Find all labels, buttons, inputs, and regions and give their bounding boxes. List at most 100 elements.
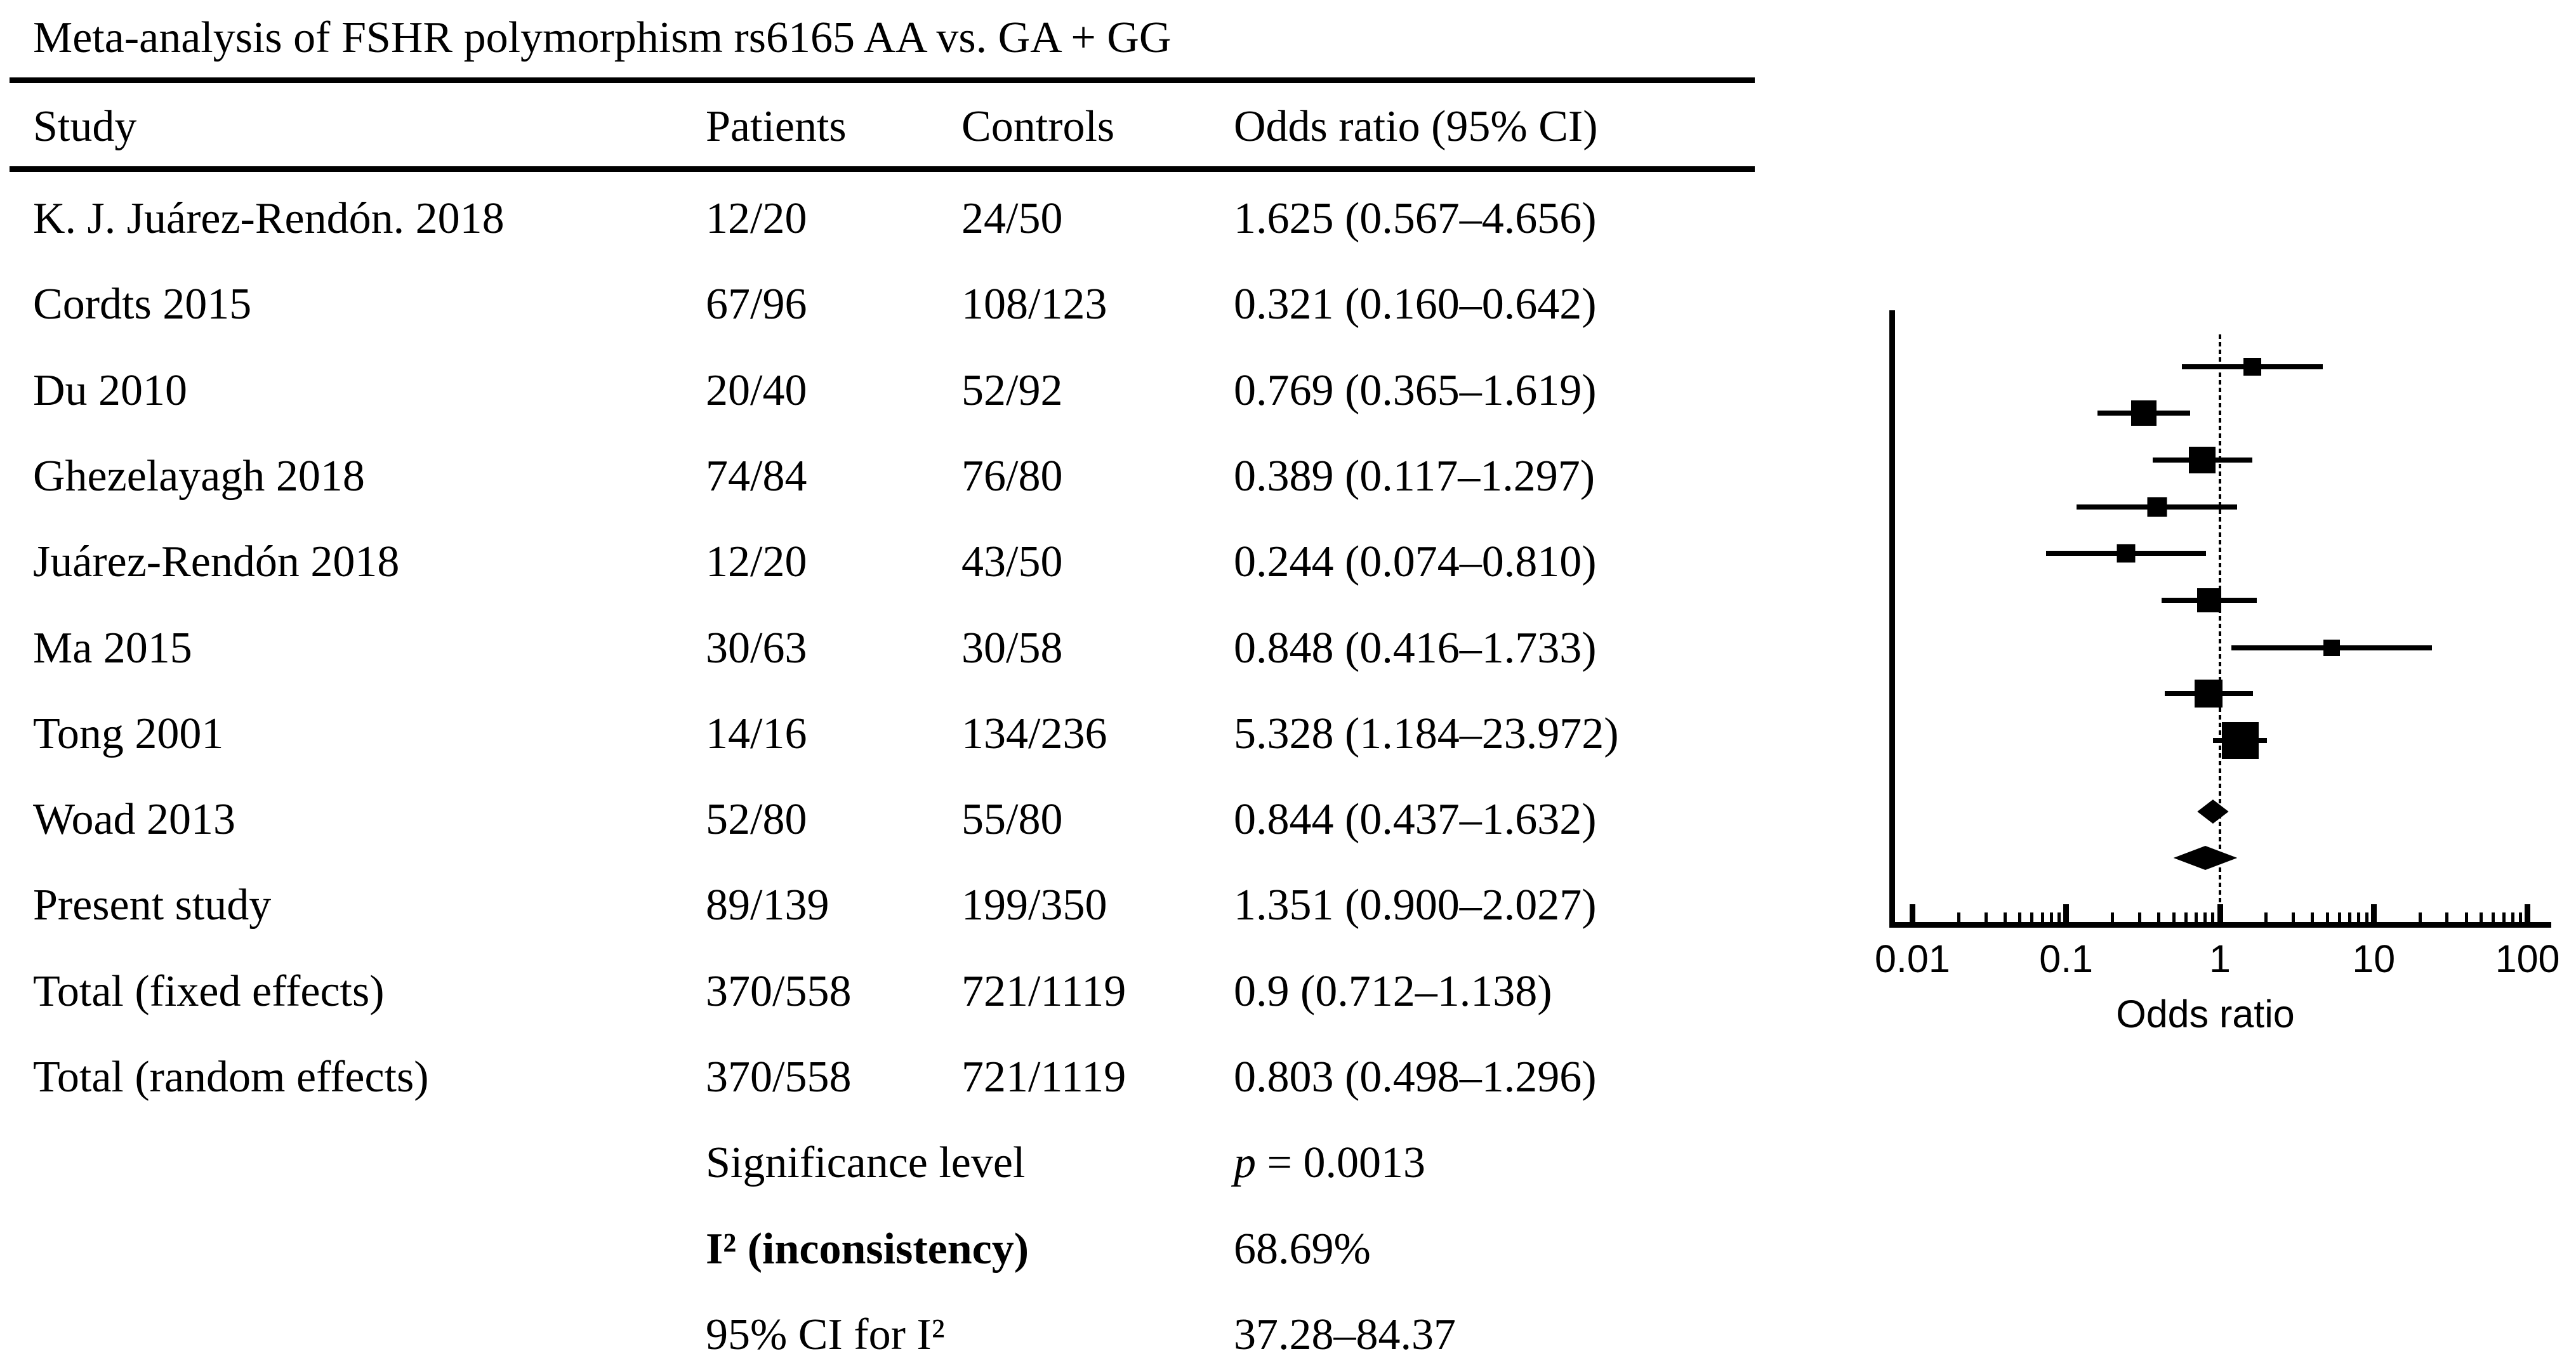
column-header-study: Study: [33, 102, 137, 151]
x-minor-tick: [2357, 912, 2361, 922]
row-patients: 370/558: [706, 1053, 852, 1102]
row-odds-ratio-ci: 0.9 (0.712–1.138): [1234, 967, 1552, 1016]
x-minor-tick: [2338, 912, 2342, 922]
row-study-name: Woad 2013: [33, 795, 236, 844]
x-minor-tick: [2111, 912, 2115, 922]
row-odds-ratio-ci: 0.769 (0.365–1.619): [1234, 366, 1597, 415]
x-minor-tick: [2348, 912, 2352, 922]
stat-value: p = 0.0013: [1234, 1141, 1425, 1185]
x-minor-tick: [2040, 912, 2044, 922]
odds-ratio-square: [2195, 680, 2223, 708]
row-controls: 55/80: [961, 795, 1063, 844]
x-major-tick: [2217, 904, 2223, 922]
row-patients: 370/558: [706, 967, 852, 1016]
x-axis-line: [1889, 922, 2551, 928]
x-minor-tick: [2172, 912, 2176, 922]
x-major-tick: [2370, 904, 2377, 922]
stat-label: 95% CI for I²: [706, 1310, 945, 1359]
row-odds-ratio-ci: 1.351 (0.900–2.027): [1234, 881, 1597, 930]
x-major-tick: [2063, 904, 2070, 922]
x-tick-label: 0.1: [2039, 937, 2094, 980]
stat-value-italic-p: p: [1234, 1138, 1256, 1187]
row-odds-ratio-ci: 1.625 (0.567–4.656): [1234, 194, 1597, 243]
row-study-name: Tong 2001: [33, 709, 224, 758]
x-minor-tick: [2480, 912, 2483, 922]
stat-value: 68.69%: [1234, 1225, 1371, 1274]
row-odds-ratio-ci: 0.321 (0.160–0.642): [1234, 280, 1597, 329]
x-minor-tick: [2502, 912, 2506, 922]
stat-label: Significance level: [706, 1138, 1026, 1187]
figure-title: Meta-analysis of FSHR polymorphism rs616…: [33, 13, 1172, 62]
row-patients: 12/20: [706, 194, 807, 243]
x-major-tick: [2525, 904, 2531, 922]
row-study-name: Ghezelayagh 2018: [33, 452, 365, 501]
row-odds-ratio-ci: 0.844 (0.437–1.632): [1234, 795, 1597, 844]
row-study-name: Cordts 2015: [33, 280, 252, 329]
odds-ratio-square: [2196, 588, 2221, 612]
x-minor-tick: [2365, 912, 2368, 922]
row-odds-ratio-ci: 0.389 (0.117–1.297): [1234, 452, 1595, 501]
row-controls: 24/50: [961, 194, 1063, 243]
x-minor-tick: [2157, 912, 2161, 922]
y-axis-line: [1889, 310, 1895, 928]
x-minor-tick: [2264, 912, 2268, 922]
row-controls: 134/236: [961, 709, 1107, 758]
x-axis-title: Odds ratio: [2116, 992, 2295, 1036]
column-header-controls: Controls: [961, 102, 1115, 151]
x-minor-tick: [2211, 912, 2215, 922]
odds-ratio-square: [2131, 400, 2157, 426]
x-tick-label: 10: [2352, 937, 2396, 980]
row-patients: 52/80: [706, 795, 807, 844]
column-header-patients: Patients: [706, 102, 847, 151]
row-patients: 89/139: [706, 881, 829, 930]
stat-label: I² (inconsistency): [706, 1225, 1029, 1274]
x-minor-tick: [2311, 912, 2315, 922]
row-study-name: Ma 2015: [33, 624, 192, 673]
x-minor-tick: [2018, 912, 2022, 922]
x-minor-tick: [2030, 912, 2034, 922]
x-tick-label: 0.01: [1875, 937, 1950, 980]
row-controls: 721/1119: [961, 1053, 1126, 1102]
x-minor-tick: [2003, 912, 2007, 922]
x-minor-tick: [2492, 912, 2495, 922]
summary-diamond: [2173, 846, 2238, 870]
row-study-name: Present study: [33, 881, 272, 930]
row-odds-ratio-ci: 0.244 (0.074–0.810): [1234, 537, 1597, 586]
row-controls: 108/123: [961, 280, 1107, 329]
x-minor-tick: [2519, 912, 2522, 922]
x-minor-tick: [1984, 912, 1988, 922]
x-tick-label: 100: [2495, 937, 2560, 980]
stat-value-rest: = 0.0013: [1256, 1138, 1425, 1187]
x-minor-tick: [2203, 912, 2207, 922]
row-controls: 199/350: [961, 881, 1107, 930]
x-minor-tick: [2057, 912, 2061, 922]
x-minor-tick: [2184, 912, 2188, 922]
row-controls: 76/80: [961, 452, 1063, 501]
row-study-name: Total (random effects): [33, 1053, 429, 1102]
row-study-name: K. J. Juárez-Rendón. 2018: [33, 194, 505, 243]
row-patients: 30/63: [706, 624, 807, 673]
x-minor-tick: [2511, 912, 2514, 922]
odds-ratio-square: [2221, 722, 2259, 759]
row-study-name: Juárez-Rendón 2018: [33, 537, 400, 586]
column-header-odds-ratio: Odds ratio (95% CI): [1234, 102, 1598, 151]
row-patients: 74/84: [706, 452, 807, 501]
row-controls: 721/1119: [961, 967, 1126, 1016]
x-tick-label: 1: [2209, 937, 2231, 980]
row-study-name: Du 2010: [33, 366, 188, 415]
x-minor-tick: [2418, 912, 2422, 922]
row-patients: 12/20: [706, 537, 807, 586]
x-minor-tick: [1957, 912, 1960, 922]
x-minor-tick: [2194, 912, 2198, 922]
x-minor-tick: [2325, 912, 2329, 922]
stat-value: 37.28–84.37: [1234, 1310, 1456, 1359]
x-major-tick: [1909, 904, 1915, 922]
top-rule: [10, 77, 1755, 83]
odds-ratio-square: [2147, 497, 2167, 517]
header-rule: [10, 166, 1755, 172]
row-odds-ratio-ci: 0.848 (0.416–1.733): [1234, 624, 1597, 673]
odds-ratio-square: [2243, 358, 2262, 376]
odds-ratio-square: [2189, 447, 2216, 473]
row-controls: 43/50: [961, 537, 1063, 586]
row-study-name: Total (fixed effects): [33, 967, 385, 1016]
